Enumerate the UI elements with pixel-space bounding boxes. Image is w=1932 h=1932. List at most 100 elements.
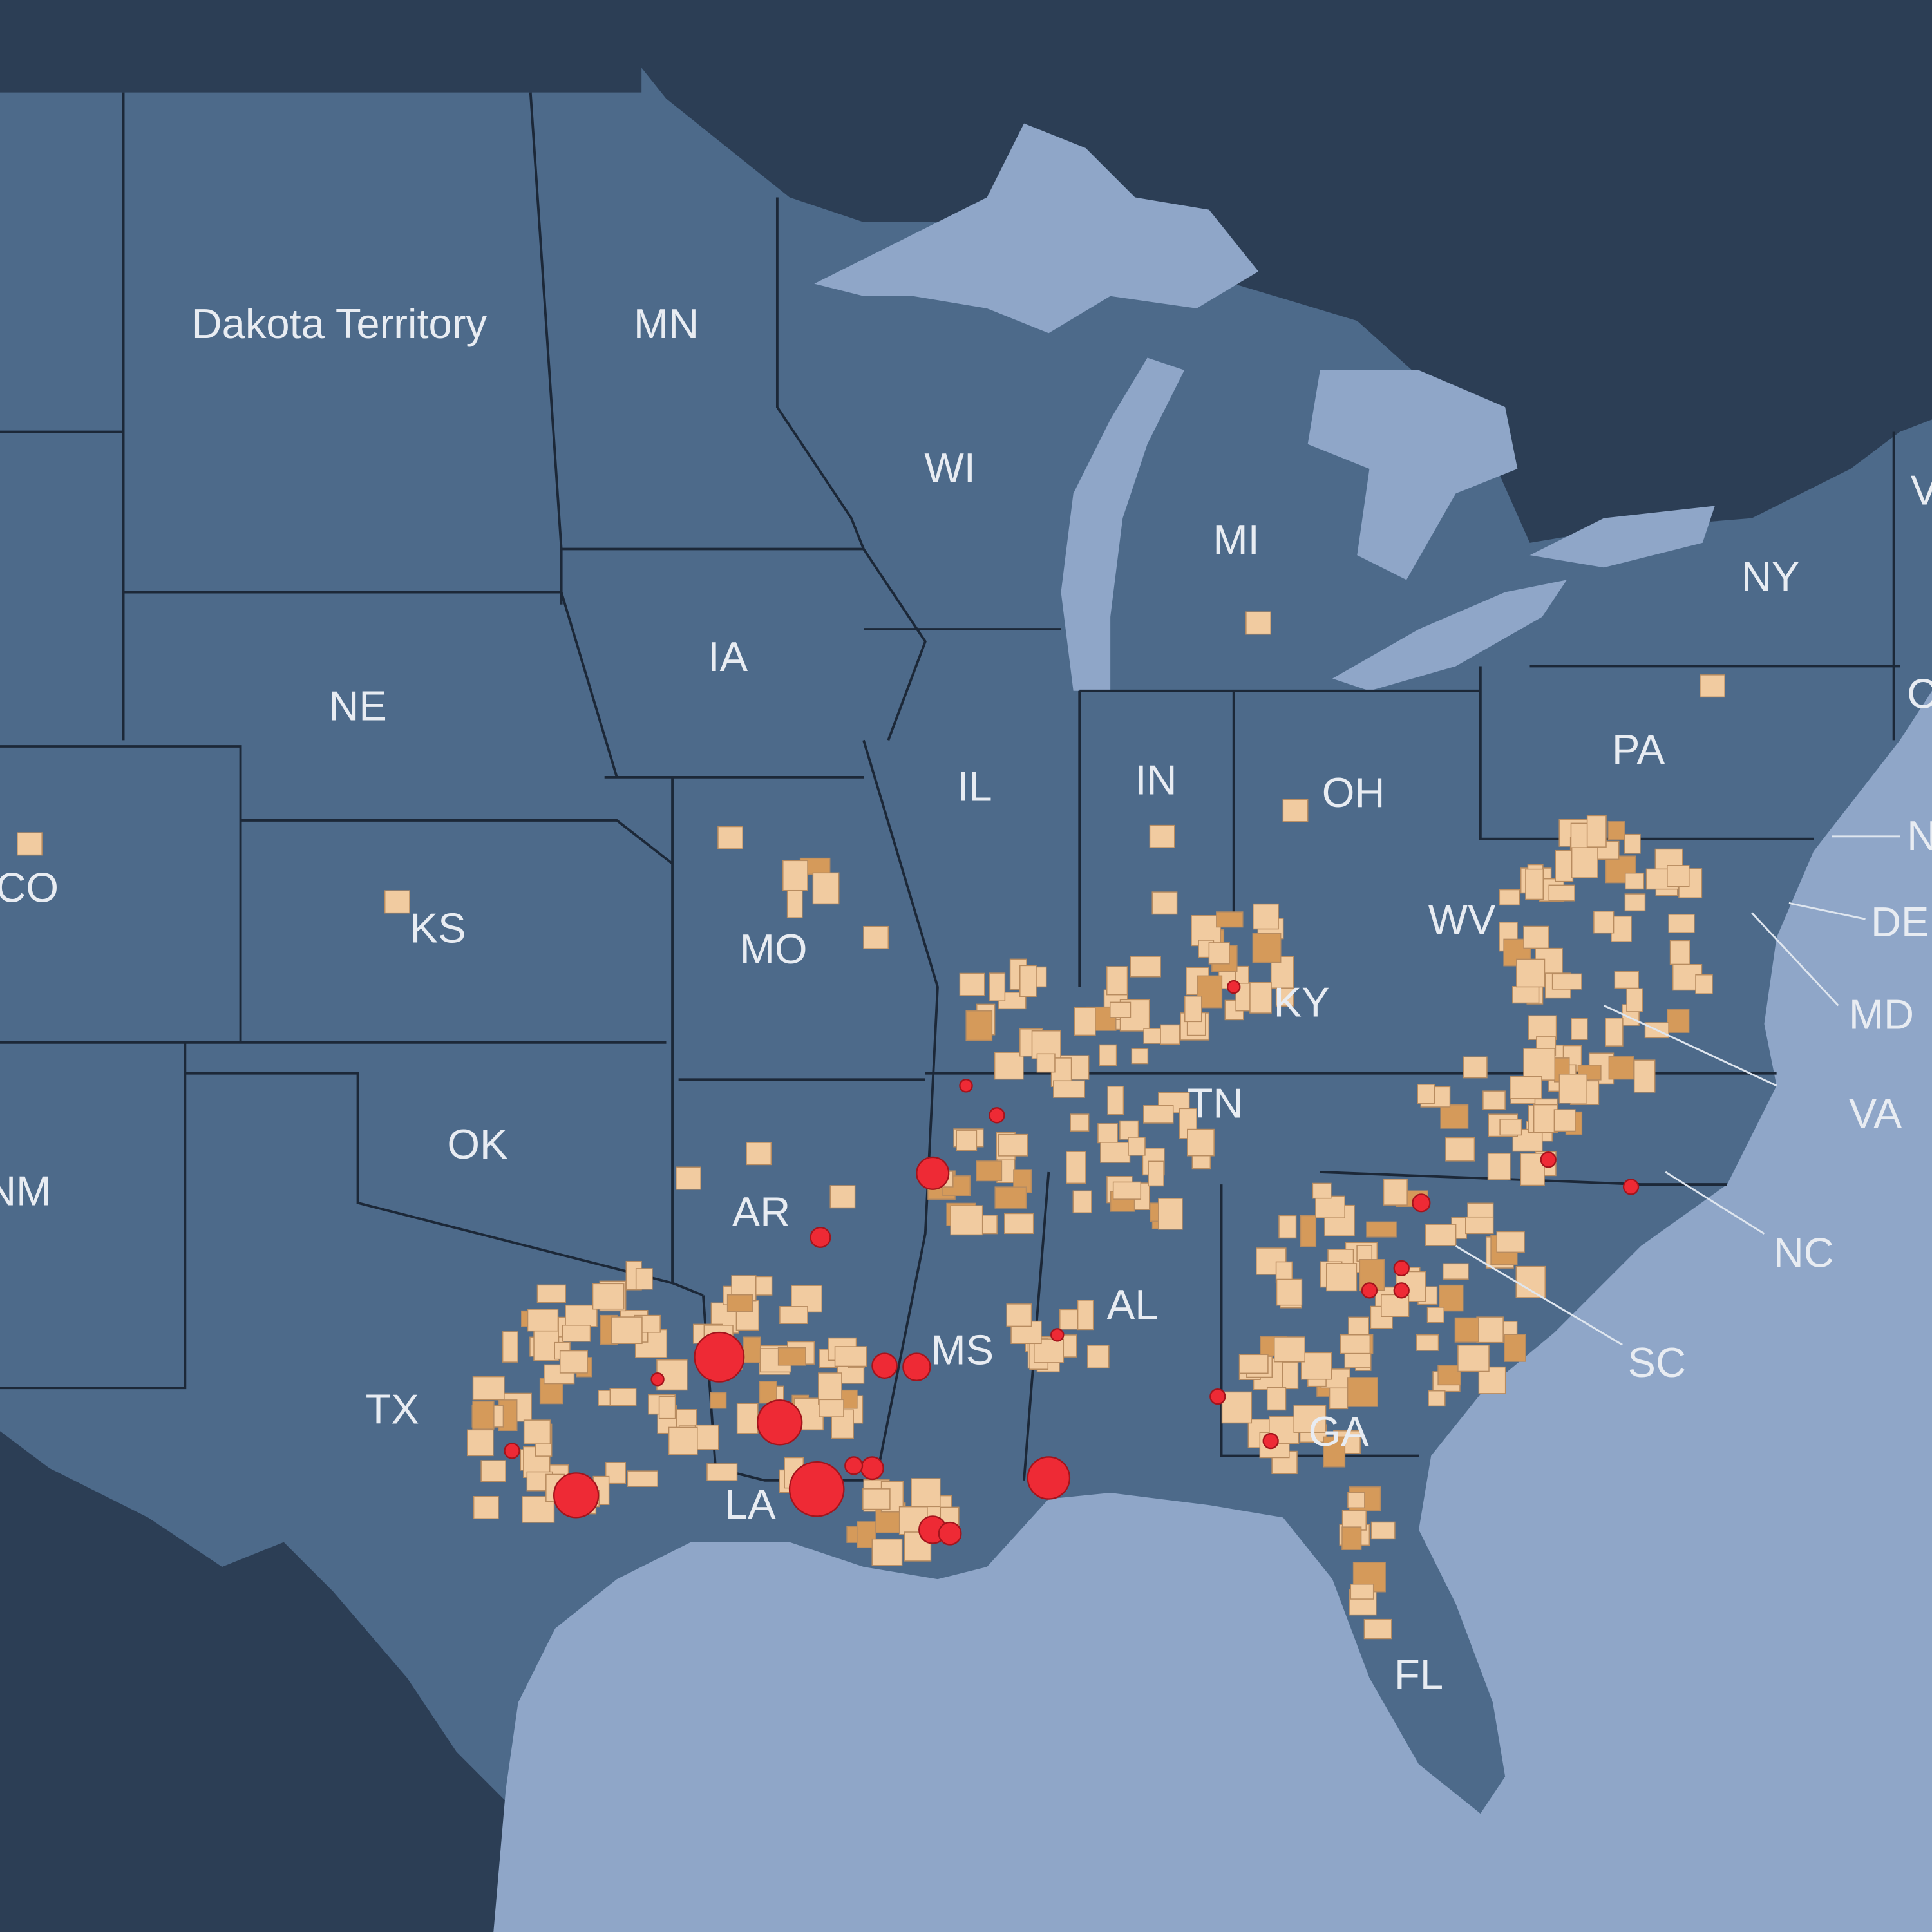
county <box>1504 1334 1526 1362</box>
marker <box>504 1443 520 1459</box>
county <box>1341 1526 1362 1550</box>
county <box>1445 1137 1475 1162</box>
marker <box>1540 1151 1557 1168</box>
county <box>1442 1263 1469 1280</box>
county <box>1482 1090 1506 1110</box>
state-label: IN <box>1135 757 1177 804</box>
canada <box>0 0 1932 543</box>
county <box>1119 1120 1139 1140</box>
county <box>994 1186 1027 1209</box>
county <box>1340 1334 1371 1354</box>
county <box>1300 1352 1332 1380</box>
marker <box>1412 1193 1431 1213</box>
county <box>710 1392 727 1409</box>
county <box>779 1306 808 1325</box>
county <box>1278 1215 1297 1239</box>
state-label: DE <box>1871 898 1929 945</box>
county <box>1608 1056 1634 1080</box>
county <box>1437 1365 1461 1386</box>
state-label: SC <box>1628 1339 1686 1386</box>
marker <box>788 1461 845 1517</box>
county <box>1148 1160 1164 1187</box>
marker <box>810 1226 831 1248</box>
county <box>1253 903 1279 930</box>
county <box>384 890 410 914</box>
county <box>635 1268 653 1290</box>
county <box>1571 1018 1588 1040</box>
county <box>527 1309 559 1332</box>
county <box>1668 914 1695 933</box>
state-label: V <box>1911 466 1932 513</box>
marker <box>553 1472 600 1519</box>
marker <box>1393 1282 1410 1299</box>
marker <box>959 1079 973 1093</box>
marker <box>1262 1432 1279 1450</box>
great-lakes <box>814 123 1715 691</box>
county <box>1381 1294 1410 1317</box>
county <box>1197 975 1223 1009</box>
state-label: CO <box>0 864 59 911</box>
county <box>1571 847 1598 878</box>
county <box>1611 915 1632 942</box>
county <box>1457 1344 1490 1372</box>
ocean <box>493 690 1932 1932</box>
county <box>1553 1109 1576 1132</box>
county <box>863 925 889 949</box>
county <box>1087 1345 1110 1369</box>
state-label: NM <box>0 1168 51 1215</box>
state-label: MD <box>1849 991 1914 1038</box>
county <box>1363 1618 1392 1640</box>
county <box>1249 981 1272 1014</box>
county <box>1070 1113 1090 1132</box>
county <box>1151 891 1178 915</box>
state-label: WI <box>924 444 976 491</box>
state-label: MO <box>740 925 808 972</box>
state-label: N <box>1907 812 1932 859</box>
leader-line <box>1455 1245 1623 1346</box>
county <box>1695 974 1713 994</box>
county <box>480 1460 506 1482</box>
marker <box>938 1521 962 1546</box>
county <box>1276 1278 1303 1306</box>
county <box>473 1495 499 1520</box>
marker <box>860 1456 884 1481</box>
county <box>1607 821 1625 840</box>
leader-line <box>1751 912 1839 1007</box>
county <box>998 1133 1028 1157</box>
leader-line <box>1665 1171 1765 1235</box>
state-label: KS <box>410 905 466 952</box>
county <box>1019 965 1037 997</box>
county <box>1440 1104 1469 1129</box>
state-label: LA <box>724 1481 776 1528</box>
county <box>1323 1436 1346 1468</box>
county <box>956 1130 978 1151</box>
marker <box>1027 1456 1071 1500</box>
county <box>1300 1215 1317 1247</box>
state-label: MS <box>931 1327 994 1374</box>
state-label: TX <box>366 1386 419 1433</box>
county <box>1097 1123 1118 1144</box>
county <box>1077 1300 1094 1331</box>
county <box>1266 1387 1287 1411</box>
state-label: TN <box>1188 1080 1244 1127</box>
county <box>1350 1584 1374 1600</box>
mexico <box>0 1431 506 1932</box>
state-label: C <box>1907 670 1932 717</box>
county <box>1187 1128 1215 1157</box>
county <box>1669 940 1690 965</box>
county <box>1510 1076 1542 1099</box>
state-borders <box>0 92 1900 1482</box>
marker <box>1209 1388 1226 1405</box>
county <box>1516 958 1546 988</box>
county <box>1293 1405 1327 1433</box>
county <box>717 826 744 849</box>
county <box>1158 1198 1183 1230</box>
county <box>782 860 808 891</box>
county <box>1425 1224 1457 1246</box>
county <box>1426 1307 1444 1323</box>
county <box>1586 815 1607 848</box>
state-label: NC <box>1774 1229 1834 1276</box>
county <box>1356 1245 1373 1262</box>
county <box>694 1424 719 1450</box>
